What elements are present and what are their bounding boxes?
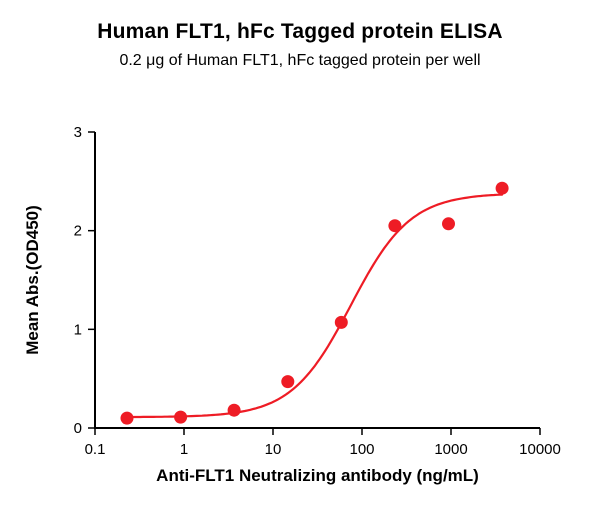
x-tick-label: 1000 <box>434 441 467 458</box>
x-tick-label: 100 <box>349 441 374 458</box>
chart-subtitle: 0.2 μg of Human FLT1, hFc tagged protein… <box>119 52 481 69</box>
data-point <box>227 403 241 417</box>
y-tick-label: 0 <box>74 420 82 437</box>
y-axis-label: Mean Abs.(OD450) <box>23 205 42 355</box>
data-point <box>281 375 295 389</box>
x-tick-label: 10 <box>265 441 282 458</box>
data-point <box>442 217 455 231</box>
data-point <box>120 411 134 425</box>
data-point <box>174 410 188 424</box>
data-point <box>388 219 402 233</box>
fit-curve <box>125 193 504 419</box>
data-point <box>495 181 509 195</box>
y-tick-label: 3 <box>74 124 82 141</box>
data-point <box>334 315 348 329</box>
y-tick-label: 1 <box>74 321 82 338</box>
chart-title: Human FLT1, hFc Tagged protein ELISA <box>97 20 503 43</box>
x-tick-label: 1 <box>180 441 188 458</box>
x-tick-label: 0.1 <box>85 441 106 458</box>
x-axis-label: Anti-FLT1 Neutralizing antibody (ng/mL) <box>156 466 479 485</box>
y-tick-label: 2 <box>74 223 82 240</box>
x-tick-label: 10000 <box>519 441 561 458</box>
